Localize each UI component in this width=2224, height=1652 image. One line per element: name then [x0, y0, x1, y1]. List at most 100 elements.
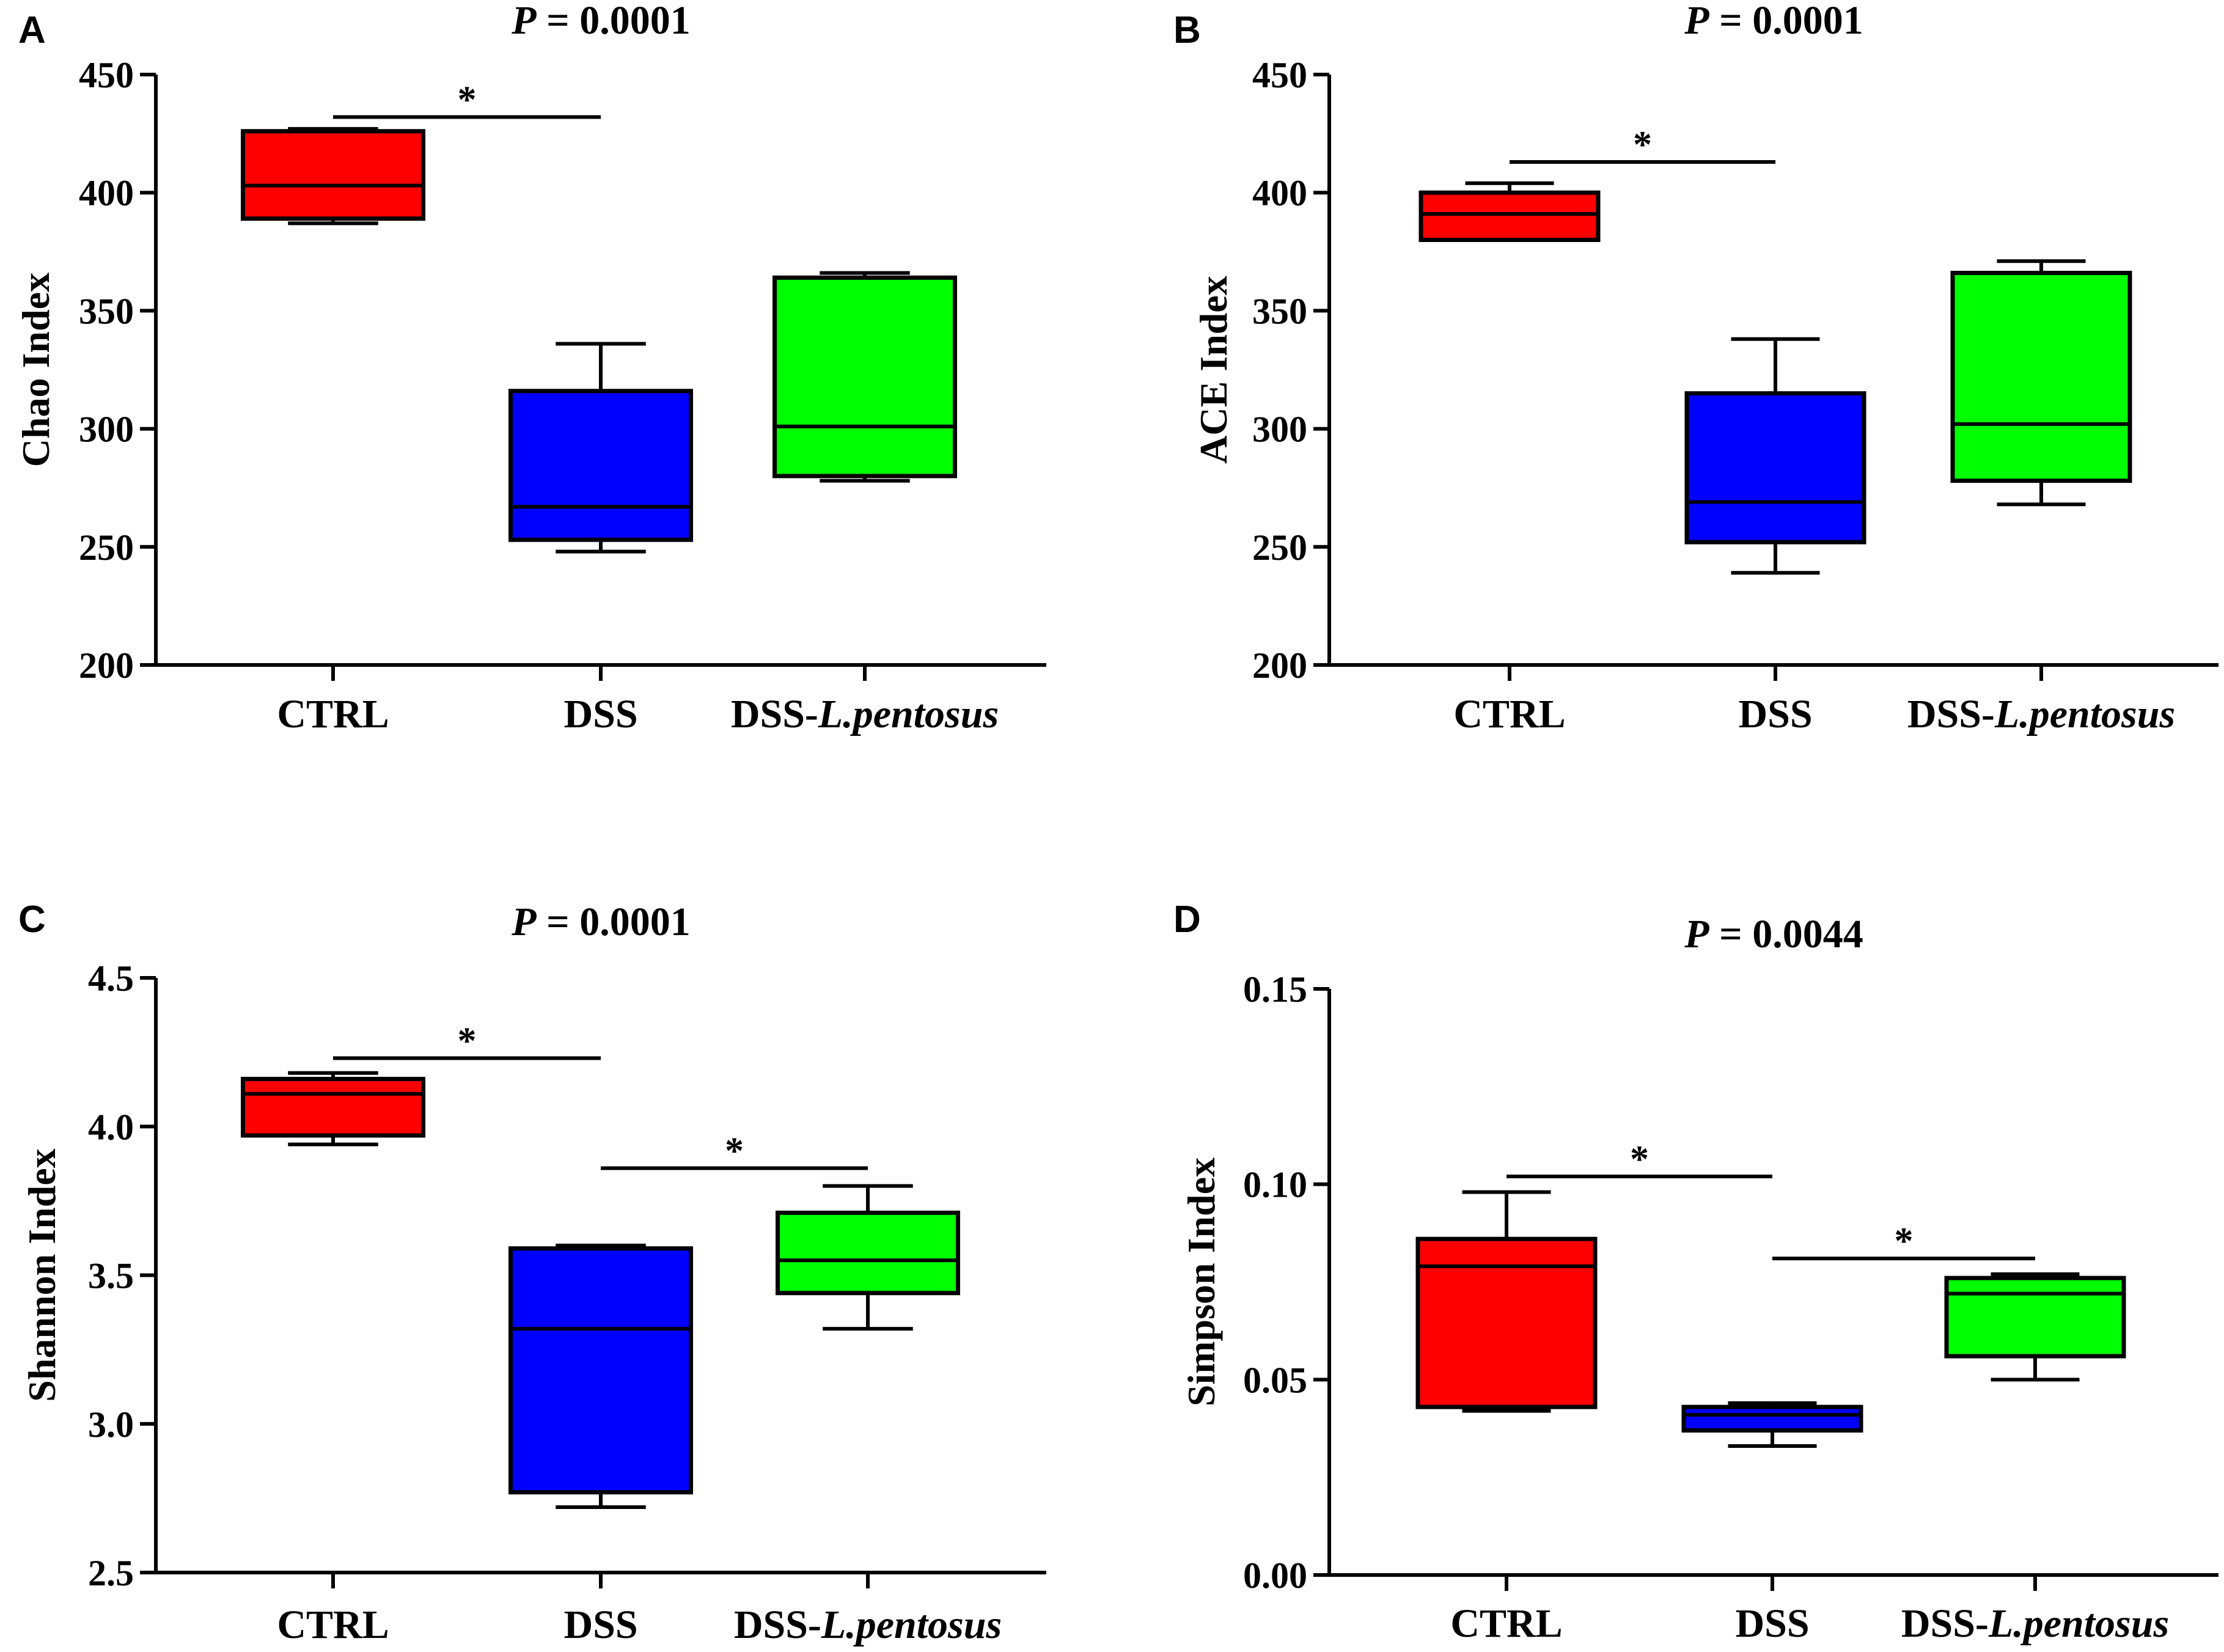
box-2 — [1950, 259, 2132, 507]
category-text: DSS — [1738, 692, 1812, 736]
box-2 — [773, 271, 957, 483]
y-tick-label: 400 — [1252, 173, 1307, 213]
significance-star: * — [1633, 124, 1652, 166]
panel-letter: B — [1173, 9, 1201, 51]
y-tick-label: 350 — [1252, 291, 1307, 331]
box-iqr — [1418, 190, 1601, 242]
box-iqr — [1944, 1276, 2126, 1359]
box-1 — [1681, 1401, 1863, 1448]
y-tick-label: 0.05 — [1243, 1360, 1307, 1400]
panel-ace: B P = 0.0001 200 250 300 350 400 450 ACE Index CT… — [1173, 0, 2218, 736]
category-label: DSS-L.pentosus — [731, 692, 999, 736]
box-iqr — [508, 1246, 693, 1495]
category-text: CTRL — [277, 692, 389, 736]
category-text: CTRL — [1453, 692, 1565, 736]
box-iqr — [776, 1210, 960, 1296]
y-tick-label: 0.10 — [1243, 1165, 1307, 1205]
category-text: DSS — [563, 692, 637, 736]
category-text: DSS- — [1907, 692, 1995, 736]
box-1 — [1684, 337, 1866, 575]
y-axis-label: Simpson Index — [1180, 1158, 1223, 1406]
box-2 — [1944, 1272, 2126, 1382]
category-italic-text: L.pentosus — [821, 1602, 1002, 1647]
category-text: DSS- — [734, 1602, 821, 1647]
category-label: CTRL — [1450, 1601, 1562, 1646]
category-italic-text: L.pentosus — [1988, 1601, 2169, 1646]
box-0 — [241, 127, 425, 226]
panel-letter: D — [1173, 898, 1201, 941]
box-iqr — [1684, 391, 1866, 545]
category-label: DSS — [1735, 1601, 1809, 1646]
y-tick-label: 250 — [1252, 527, 1307, 568]
box-1 — [508, 1243, 693, 1509]
significance-star: * — [458, 79, 477, 121]
chart-title: P = 0.0001 — [511, 900, 690, 944]
y-tick-label: 450 — [79, 55, 134, 95]
box-1 — [508, 342, 693, 554]
y-tick-label: 300 — [79, 409, 134, 450]
y-tick-label: 0.15 — [1243, 969, 1307, 1010]
y-tick-label: 3.0 — [88, 1404, 134, 1445]
category-label: DSS — [1738, 692, 1812, 736]
y-tick-label: 250 — [79, 527, 134, 568]
significance-star: * — [1630, 1139, 1649, 1180]
title-italic: P — [511, 0, 537, 43]
title-text: = 0.0001 — [1709, 0, 1863, 43]
title-text: = 0.0044 — [1709, 912, 1863, 956]
box-0 — [1415, 1190, 1598, 1413]
category-label: CTRL — [1453, 692, 1565, 736]
category-italic-text: L.pentosus — [818, 692, 999, 736]
chart-title: P = 0.0044 — [1684, 912, 1863, 956]
category-label: CTRL — [277, 692, 389, 736]
y-tick-label: 400 — [79, 173, 134, 213]
box-iqr — [773, 275, 957, 479]
category-text: CTRL — [277, 1602, 389, 1647]
title-italic: P — [1684, 912, 1709, 956]
category-text: DSS- — [1901, 1601, 1989, 1646]
box-iqr — [1415, 1236, 1598, 1409]
box-iqr — [508, 389, 693, 542]
box-iqr — [241, 1076, 425, 1138]
y-axis-label: ACE Index — [1192, 276, 1235, 464]
panel-simpson: D P = 0.0044 0.00 0.05 0.10 0.15 Simpson Index… — [1173, 898, 2218, 1646]
y-axis-label: Chao Index — [14, 273, 57, 467]
box-2 — [776, 1184, 960, 1331]
title-italic: P — [1684, 0, 1709, 43]
y-tick-label: 200 — [1252, 645, 1307, 686]
y-tick-label: 4.0 — [88, 1107, 134, 1147]
title-text: = 0.0001 — [537, 900, 691, 944]
y-tick-label: 200 — [79, 645, 134, 686]
y-tick-label: 3.5 — [88, 1256, 134, 1296]
y-tick-label: 300 — [1252, 409, 1307, 450]
significance-star: * — [725, 1130, 744, 1172]
chart-title: P = 0.0001 — [1684, 0, 1863, 43]
box-iqr — [1681, 1404, 1863, 1433]
y-tick-label: 0.00 — [1243, 1555, 1307, 1596]
box-0 — [241, 1071, 425, 1147]
chart-title: P = 0.0001 — [511, 0, 690, 43]
y-tick-label: 450 — [1252, 55, 1307, 95]
panel-shannon: C P = 0.0001 2.5 3.0 3.5 4.0 4.5 Shannon Index C… — [18, 898, 1046, 1647]
title-text: = 0.0001 — [537, 0, 691, 43]
y-tick-label: 4.5 — [88, 958, 134, 999]
category-label: DSS — [563, 692, 637, 736]
category-label: DSS-L.pentosus — [1901, 1601, 2169, 1646]
y-tick-label: 350 — [79, 291, 134, 331]
y-tick-label: 2.5 — [88, 1553, 134, 1593]
box-iqr — [241, 129, 425, 221]
panel-letter: C — [18, 898, 46, 941]
category-label: DSS-L.pentosus — [734, 1602, 1002, 1647]
box-0 — [1418, 181, 1601, 242]
category-label: DSS-L.pentosus — [1907, 692, 2175, 736]
category-label: DSS — [563, 1602, 637, 1647]
category-italic-text: L.pentosus — [1994, 692, 2175, 736]
panel-chao: A P = 0.0001 200 250 300 350 400 450 Chao Index C… — [14, 0, 1046, 736]
title-italic: P — [511, 900, 537, 944]
significance-star: * — [1895, 1221, 1914, 1262]
y-axis-label: Shannon Index — [20, 1148, 64, 1401]
category-text: DSS- — [731, 692, 818, 736]
panel-letter: A — [18, 9, 46, 51]
category-text: DSS — [1735, 1601, 1809, 1646]
category-text: DSS — [563, 1602, 637, 1647]
